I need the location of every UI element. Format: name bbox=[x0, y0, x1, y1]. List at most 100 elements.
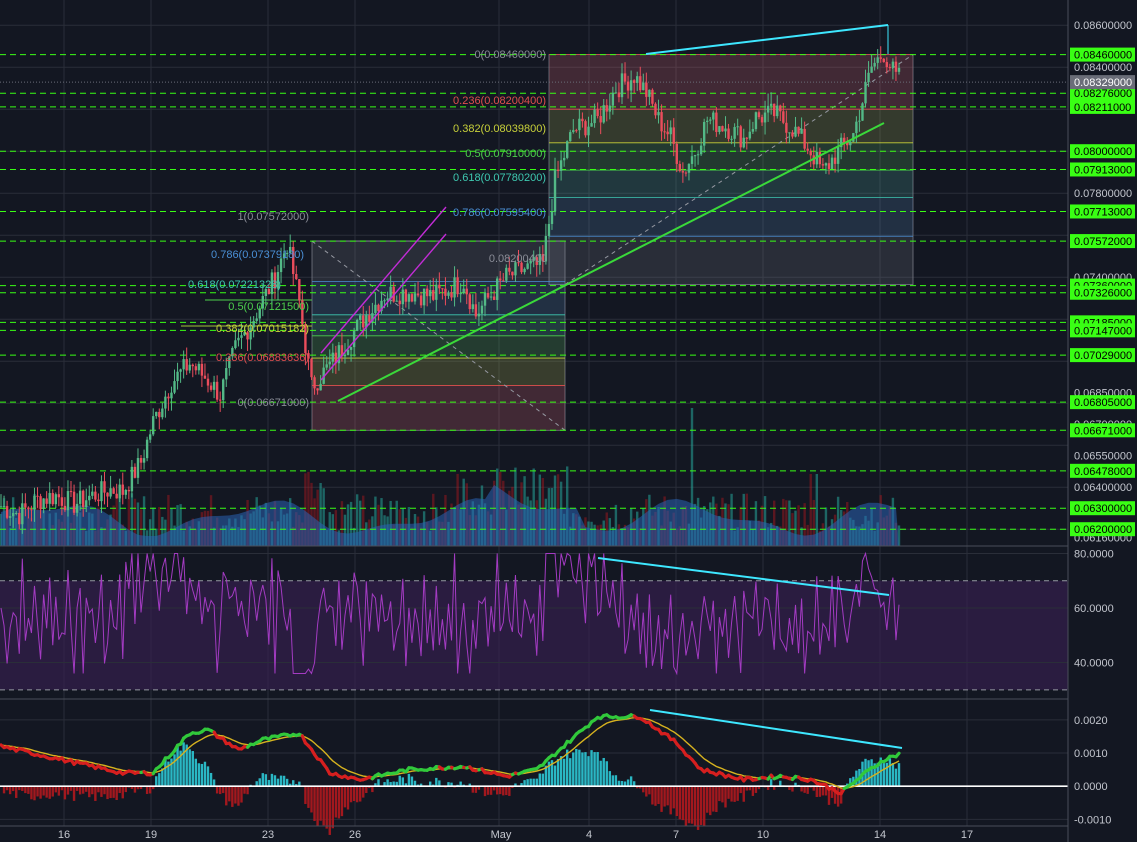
candle-body[interactable] bbox=[581, 119, 583, 121]
candle-body[interactable] bbox=[895, 62, 897, 72]
candle-body[interactable] bbox=[295, 274, 297, 279]
candle-body[interactable] bbox=[36, 496, 38, 497]
candle-body[interactable] bbox=[676, 144, 678, 164]
candle-body[interactable] bbox=[740, 126, 742, 147]
candle-body[interactable] bbox=[487, 293, 489, 298]
candle-body[interactable] bbox=[758, 112, 760, 117]
candle-body[interactable] bbox=[855, 122, 857, 133]
candle-body[interactable] bbox=[450, 292, 452, 297]
candle-body[interactable] bbox=[353, 331, 355, 347]
candle-body[interactable] bbox=[621, 73, 623, 97]
candle-body[interactable] bbox=[642, 83, 644, 91]
candle-body[interactable] bbox=[85, 500, 87, 507]
candle-body[interactable] bbox=[800, 129, 802, 134]
candle-body[interactable] bbox=[806, 149, 808, 151]
candle-body[interactable] bbox=[466, 289, 468, 295]
candle-body[interactable] bbox=[18, 513, 20, 524]
candle-body[interactable] bbox=[173, 381, 175, 393]
candle-body[interactable] bbox=[426, 289, 428, 297]
candle-body[interactable] bbox=[484, 293, 486, 306]
candle-body[interactable] bbox=[679, 164, 681, 171]
candle-body[interactable] bbox=[192, 365, 194, 366]
candle-body[interactable] bbox=[469, 294, 471, 309]
candle-body[interactable] bbox=[697, 154, 699, 155]
candle-body[interactable] bbox=[843, 138, 845, 143]
candle-body[interactable] bbox=[584, 121, 586, 135]
candle-body[interactable] bbox=[161, 409, 163, 418]
candle-body[interactable] bbox=[362, 315, 364, 327]
candle-body[interactable] bbox=[709, 120, 711, 121]
candle-body[interactable] bbox=[557, 170, 559, 171]
candle-body[interactable] bbox=[889, 67, 891, 68]
candle-body[interactable] bbox=[481, 306, 483, 314]
candle-body[interactable] bbox=[685, 173, 687, 174]
candle-body[interactable] bbox=[125, 490, 127, 495]
candle-body[interactable] bbox=[490, 297, 492, 298]
candle-body[interactable] bbox=[140, 458, 142, 463]
candle-body[interactable] bbox=[718, 126, 720, 132]
candle-body[interactable] bbox=[837, 147, 839, 164]
candle-body[interactable] bbox=[703, 122, 705, 146]
candle-body[interactable] bbox=[210, 386, 212, 390]
candle-body[interactable] bbox=[49, 493, 51, 504]
candle-body[interactable] bbox=[9, 516, 11, 518]
candle-body[interactable] bbox=[21, 503, 23, 524]
candle-body[interactable] bbox=[627, 82, 629, 91]
candle-body[interactable] bbox=[721, 126, 723, 131]
candle-body[interactable] bbox=[164, 397, 166, 409]
candle-body[interactable] bbox=[767, 106, 769, 113]
candle-body[interactable] bbox=[64, 506, 66, 510]
candle-body[interactable] bbox=[189, 365, 191, 371]
candle-body[interactable] bbox=[560, 160, 562, 171]
candle-body[interactable] bbox=[508, 268, 510, 272]
candle-body[interactable] bbox=[612, 93, 614, 106]
candle-body[interactable] bbox=[155, 412, 157, 416]
candle-body[interactable] bbox=[566, 141, 568, 158]
candle-body[interactable] bbox=[645, 83, 647, 97]
candle-body[interactable] bbox=[849, 142, 851, 146]
candle-body[interactable] bbox=[15, 513, 17, 514]
candle-body[interactable] bbox=[106, 493, 108, 497]
candle-body[interactable] bbox=[368, 315, 370, 322]
candle-body[interactable] bbox=[554, 170, 556, 212]
candle-body[interactable] bbox=[42, 498, 44, 508]
candle-body[interactable] bbox=[636, 76, 638, 83]
candle-body[interactable] bbox=[198, 364, 200, 370]
candle-body[interactable] bbox=[167, 397, 169, 399]
candle-body[interactable] bbox=[603, 105, 605, 122]
candle-body[interactable] bbox=[779, 106, 781, 112]
candle-body[interactable] bbox=[103, 481, 105, 492]
candle-body[interactable] bbox=[688, 164, 690, 173]
candle-body[interactable] bbox=[609, 106, 611, 112]
candle-body[interactable] bbox=[374, 305, 376, 313]
candle-body[interactable] bbox=[578, 119, 580, 130]
candle-body[interactable] bbox=[831, 158, 833, 169]
candle-body[interactable] bbox=[100, 481, 102, 501]
candle-body[interactable] bbox=[776, 106, 778, 117]
candle-body[interactable] bbox=[79, 491, 81, 504]
candle-body[interactable] bbox=[724, 129, 726, 132]
candle-body[interactable] bbox=[633, 80, 635, 83]
candle-body[interactable] bbox=[73, 492, 75, 513]
candle-body[interactable] bbox=[523, 269, 525, 272]
candle-body[interactable] bbox=[773, 104, 775, 116]
candle-body[interactable] bbox=[201, 364, 203, 376]
candle-body[interactable] bbox=[438, 285, 440, 289]
candle-body[interactable] bbox=[115, 494, 117, 499]
candle-body[interactable] bbox=[657, 112, 659, 115]
candle-body[interactable] bbox=[134, 467, 136, 478]
candle-body[interactable] bbox=[222, 379, 224, 400]
candle-body[interactable] bbox=[70, 491, 72, 492]
candle-body[interactable] bbox=[794, 127, 796, 137]
candle-body[interactable] bbox=[97, 500, 99, 502]
candle-body[interactable] bbox=[788, 132, 790, 133]
candle-body[interactable] bbox=[0, 506, 2, 507]
candle-body[interactable] bbox=[27, 508, 29, 510]
candle-body[interactable] bbox=[822, 164, 824, 165]
candle-body[interactable] bbox=[377, 305, 379, 311]
candle-body[interactable] bbox=[152, 416, 154, 434]
candle-body[interactable] bbox=[803, 129, 805, 149]
candle-body[interactable] bbox=[819, 152, 821, 164]
candle-body[interactable] bbox=[572, 130, 574, 132]
candle-body[interactable] bbox=[791, 132, 793, 136]
